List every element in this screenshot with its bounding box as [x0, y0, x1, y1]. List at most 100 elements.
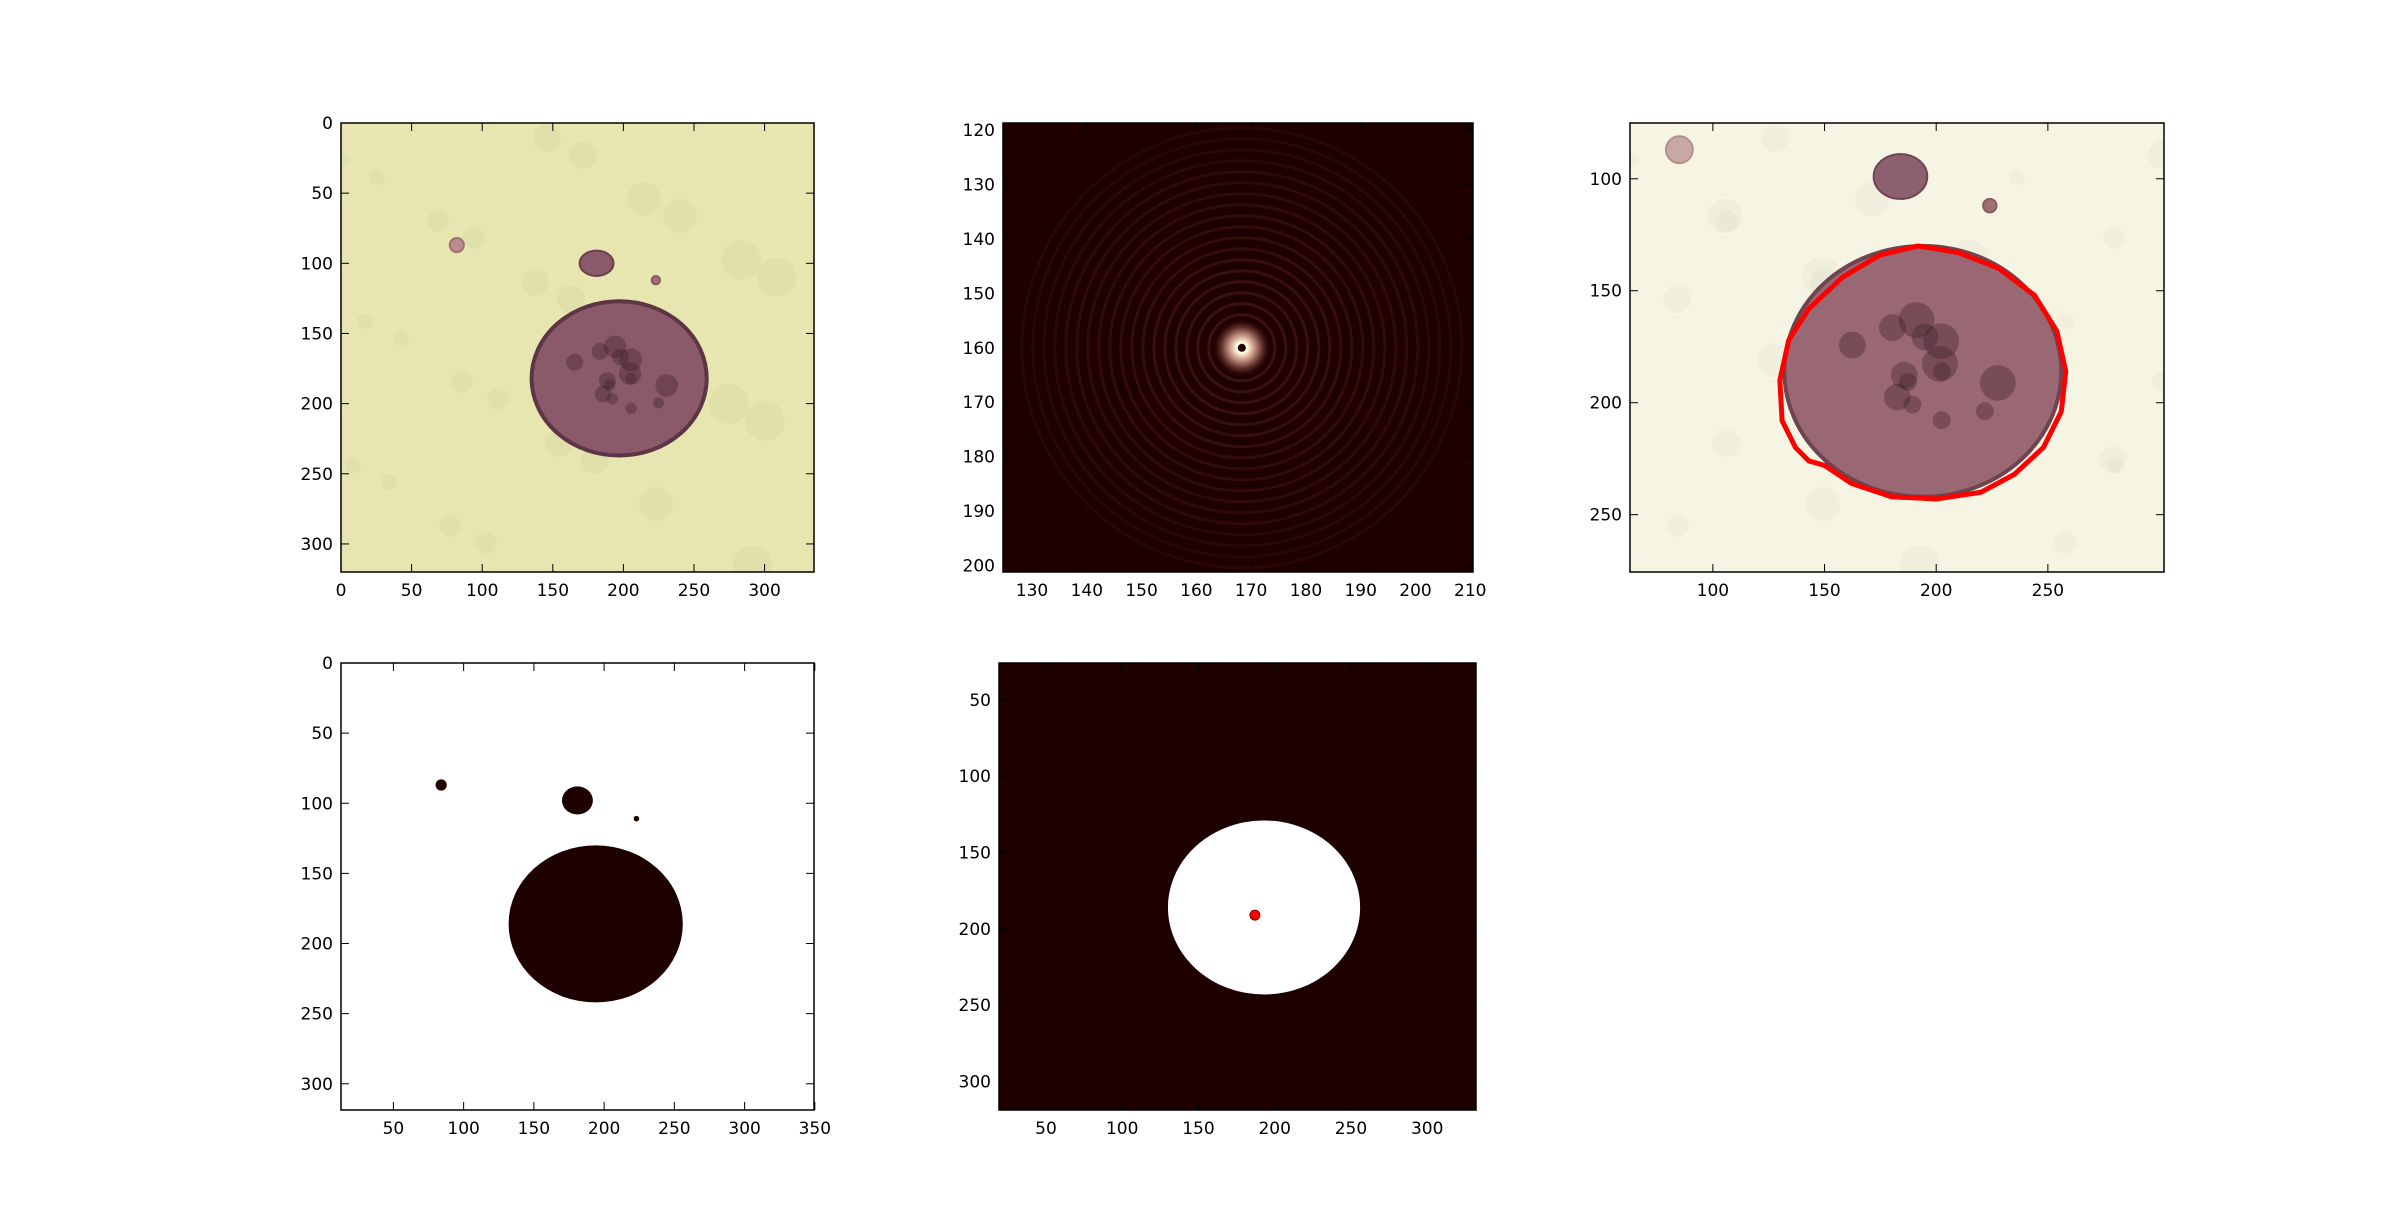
x-tick-label: 200: [1920, 581, 1952, 601]
y-tick-label: 200: [959, 920, 991, 940]
y-tick-label: 200: [963, 556, 995, 576]
cell-texture: [619, 362, 642, 385]
background-speckle: [357, 313, 373, 329]
x-tick-label: 50: [383, 1119, 405, 1139]
y-tick-label: 130: [963, 175, 995, 195]
background-speckle: [393, 330, 409, 346]
background-speckle: [2148, 141, 2176, 169]
x-tick-label: 250: [658, 1119, 690, 1139]
x-tick-label: 170: [1235, 581, 1267, 601]
debris-blob: [1983, 199, 1996, 212]
fft-spectrum-image: [1003, 123, 1473, 572]
debris-blob: [1666, 136, 1693, 163]
background-speckle: [2009, 169, 2025, 185]
cell-texture: [1976, 402, 1994, 420]
threshold-mask-image: [341, 663, 814, 1110]
background-speckle: [1900, 545, 1940, 585]
y-tick-label: 100: [301, 794, 333, 814]
panel-threshold-mask: 50 100 150 200 250 300 350 0 50 100 150 200 250 300: [301, 654, 832, 1139]
background-speckle: [2058, 313, 2074, 329]
x-tick-label: 250: [2032, 581, 2064, 601]
cell-texture: [566, 354, 583, 371]
debris-blob: [1874, 154, 1928, 199]
y-tick-label: 150: [1590, 282, 1622, 302]
y-tick-label: 190: [963, 502, 995, 522]
y-tick-label: 250: [301, 465, 333, 485]
x-tick-label: 250: [678, 581, 710, 601]
debris-blob: [450, 238, 464, 252]
x-tick-label: 200: [588, 1119, 620, 1139]
background-speckle: [533, 124, 561, 152]
x-tick-label: 180: [1290, 581, 1322, 601]
y-tick-label: 50: [969, 691, 991, 711]
x-tick-label: 150: [1182, 1119, 1214, 1139]
x-tick-label: 200: [607, 581, 639, 601]
x-tick-label: 150: [537, 581, 569, 601]
background-speckle: [627, 182, 661, 216]
x-tick-label: 100: [1697, 581, 1729, 601]
background-speckle: [345, 457, 361, 473]
x-tick-label: 150: [518, 1119, 550, 1139]
smoothed-contour-image: [1622, 123, 2176, 585]
mask-speck: [436, 779, 447, 790]
background-speckle: [381, 474, 397, 490]
x-tick-label: 190: [1344, 581, 1376, 601]
background-speckle: [1667, 515, 1689, 537]
mask-region: [509, 845, 683, 1002]
y-tick-label: 100: [959, 767, 991, 787]
y-tick-label: 50: [311, 724, 333, 744]
x-tick-label: 150: [1125, 581, 1157, 601]
cell-texture: [655, 374, 678, 397]
background-speckle: [2054, 532, 2076, 554]
background-speckle: [1663, 285, 1691, 313]
background-speckle: [569, 141, 597, 169]
background-speckle: [475, 532, 497, 554]
x-tick-label: 250: [1335, 1119, 1367, 1139]
panel-smoothed-contour: 100 150 200 250 100 150 200 250: [1590, 123, 2176, 601]
x-tick-label: 350: [799, 1119, 831, 1139]
background-speckle: [1806, 487, 1840, 521]
y-tick-label: 150: [963, 284, 995, 304]
y-tick-label: 200: [1590, 394, 1622, 414]
background-speckle: [733, 545, 773, 585]
y-tick-label: 250: [301, 1005, 333, 1025]
y-tick-label: 150: [959, 844, 991, 864]
background-speckle: [757, 257, 797, 297]
y-tick-label: 160: [963, 339, 995, 359]
x-tick-label: 50: [401, 581, 423, 601]
x-tick-label: 210: [1454, 581, 1486, 601]
y-tick-label: 150: [301, 324, 333, 344]
background-speckle: [2152, 371, 2174, 393]
x-tick-label: 300: [728, 1119, 760, 1139]
cell-texture: [653, 397, 664, 408]
y-tick-label: 250: [1590, 506, 1622, 526]
raw-image-image: [333, 123, 814, 585]
background-speckle: [2099, 446, 2127, 474]
x-tick-label: 50: [1035, 1119, 1057, 1139]
x-tick-label: 140: [1071, 581, 1103, 601]
mask-speck: [562, 786, 593, 814]
x-tick-label: 100: [1106, 1119, 1138, 1139]
y-tick-label: 170: [963, 393, 995, 413]
background-speckle: [721, 240, 761, 280]
y-tick-label: 250: [959, 996, 991, 1016]
background-speckle: [451, 371, 473, 393]
background-speckle: [639, 487, 673, 521]
background-speckle: [369, 169, 385, 185]
y-tick-label: 180: [963, 448, 995, 468]
x-tick-label: 300: [1411, 1119, 1443, 1139]
y-tick-label: 300: [301, 1075, 333, 1095]
y-tick-label: 100: [301, 254, 333, 274]
x-tick-label: 200: [1258, 1119, 1290, 1139]
background-speckle: [1761, 124, 1789, 152]
background-speckle: [463, 227, 485, 249]
background-speckle: [663, 199, 697, 233]
debris-blob: [580, 251, 614, 276]
y-tick-label: 200: [301, 935, 333, 955]
y-tick-label: 300: [301, 535, 333, 555]
cell-texture: [612, 349, 629, 366]
y-tick-label: 300: [959, 1072, 991, 1092]
cell-texture: [1980, 365, 2016, 401]
cell-texture: [1933, 411, 1951, 429]
